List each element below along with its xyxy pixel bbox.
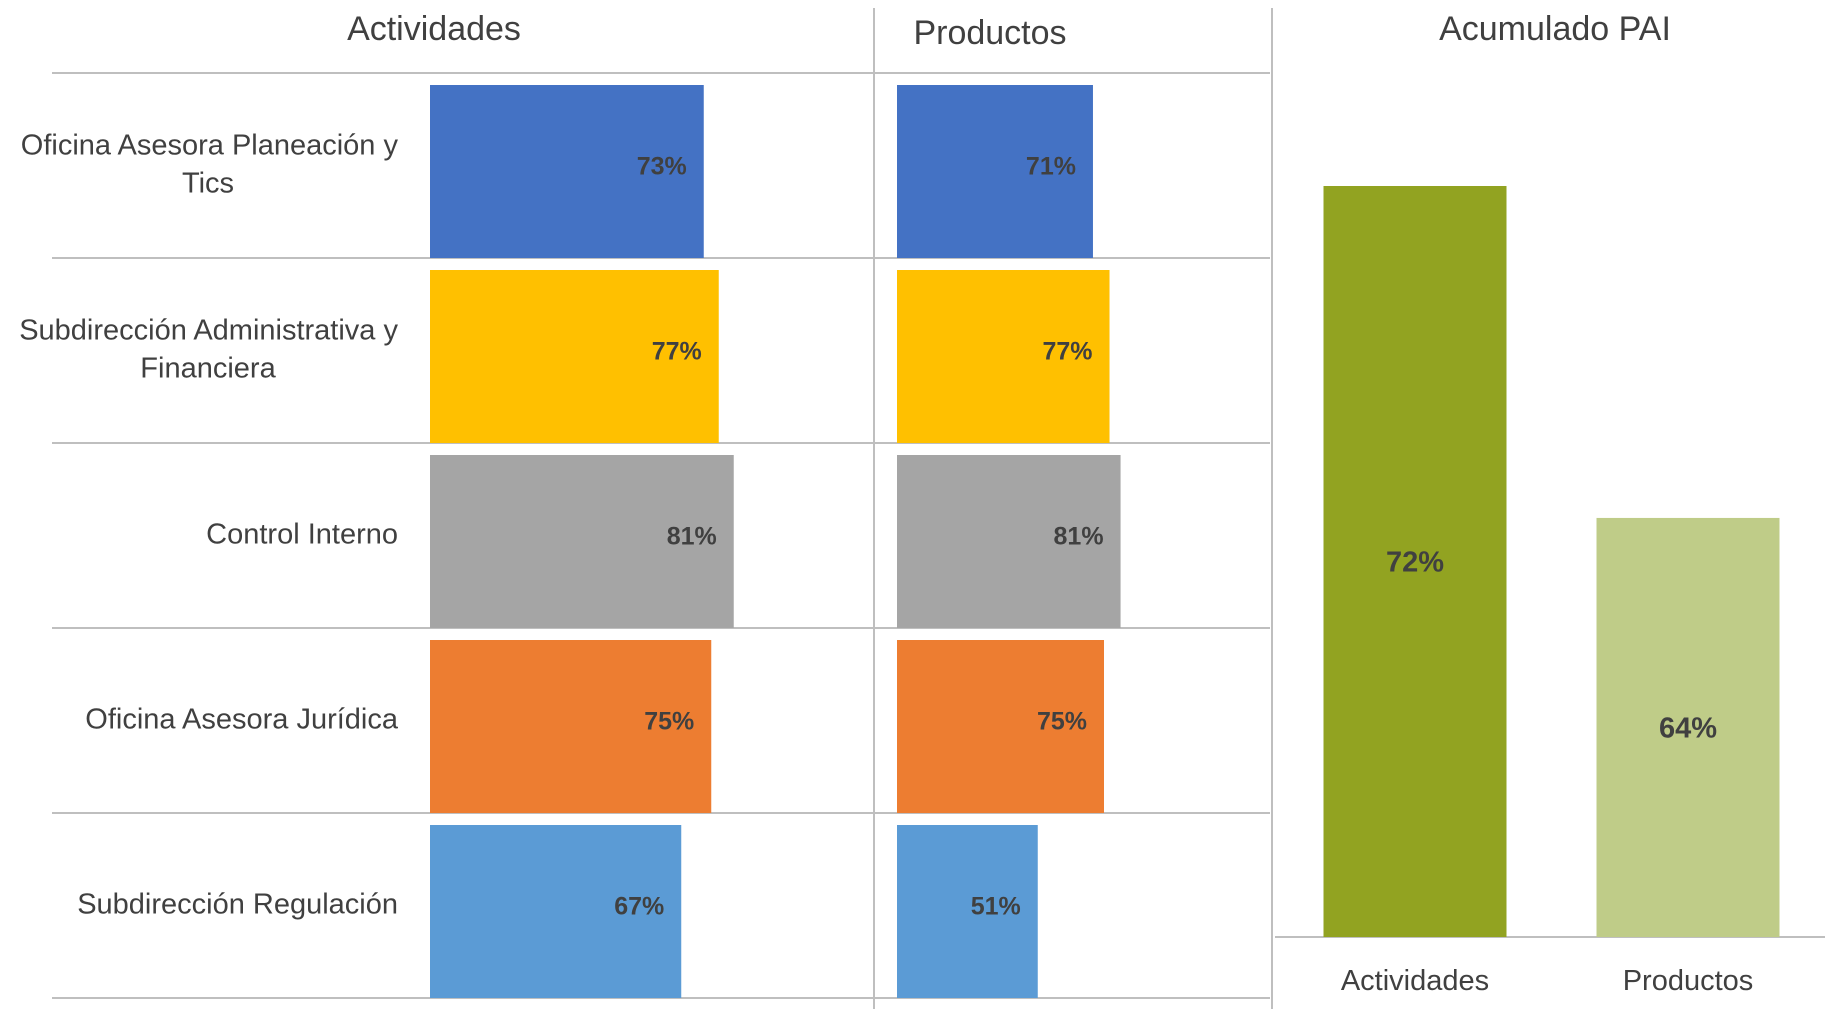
acumulado-value-label-productos: 64%	[1659, 712, 1717, 744]
actividades-value-label-oficina-asesora-planeacion-y-tics: 73%	[637, 153, 687, 181]
actividades-bars: 73% 77% 81% 75% 67%	[430, 85, 734, 998]
actividades-value-label-oficina-asesora-juridica: 75%	[644, 708, 694, 736]
acumulado-bars: 72% Actividades 64% Productos	[1275, 186, 1825, 997]
category-label-control-interno: Control Interno	[206, 519, 398, 551]
productos-bar-subdireccion-regulacion	[897, 825, 1038, 998]
acumulado-bar-actividades	[1323, 186, 1507, 937]
acumulado-category-label-actividades: Actividades	[1341, 965, 1489, 997]
category-label-subdireccion-administrativa-y-financiera: Subdirección Administrativa y Financiera	[19, 315, 398, 385]
acumulado-category-label-productos: Productos	[1623, 965, 1754, 997]
category-labels: Oficina Asesora Planeación y Tics Subdirec…	[19, 130, 399, 921]
acumulado-bar-productos	[1596, 517, 1780, 937]
productos-value-label-control-interno: 81%	[1054, 523, 1104, 551]
category-label-oficina-asesora-juridica: Oficina Asesora Jurídica	[85, 704, 399, 736]
actividades-panel-title: Actividades	[347, 10, 521, 48]
actividades-value-label-subdireccion-regulacion: 67%	[614, 893, 664, 921]
acumulado-panel-title: Acumulado PAI	[1439, 10, 1671, 48]
productos-bars: 71% 77% 81% 75% 51%	[897, 85, 1121, 998]
actividades-value-label-subdireccion-administrativa-y-financiera: 77%	[652, 338, 702, 366]
productos-bar-oficina-asesora-planeacion-y-tics	[897, 85, 1093, 258]
actividades-value-label-control-interno: 81%	[667, 523, 717, 551]
productos-bar-oficina-asesora-juridica	[897, 640, 1104, 813]
productos-bar-control-interno	[897, 455, 1121, 628]
actividades-bar-control-interno	[430, 455, 734, 628]
actividades-bar-oficina-asesora-juridica	[430, 640, 712, 813]
category-label-subdireccion-regulacion: Subdirección Regulación	[77, 889, 398, 921]
actividades-bar-oficina-asesora-planeacion-y-tics	[430, 85, 704, 258]
productos-value-label-oficina-asesora-planeacion-y-tics: 71%	[1026, 153, 1076, 181]
category-label-oficina-asesora-planeacion-y-tics: Oficina Asesora Planeación y Tics	[21, 130, 399, 200]
productos-value-label-subdireccion-administrativa-y-financiera: 77%	[1042, 338, 1092, 366]
productos-panel-title: Productos	[913, 14, 1066, 52]
productos-value-label-subdireccion-regulacion: 51%	[971, 893, 1021, 921]
productos-value-label-oficina-asesora-juridica: 75%	[1037, 708, 1087, 736]
actividades-bar-subdireccion-administrativa-y-financiera	[430, 270, 719, 443]
acumulado-value-label-actividades: 72%	[1386, 547, 1444, 579]
productos-bar-subdireccion-administrativa-y-financiera	[897, 270, 1110, 443]
actividades-bar-subdireccion-regulacion	[430, 825, 682, 998]
